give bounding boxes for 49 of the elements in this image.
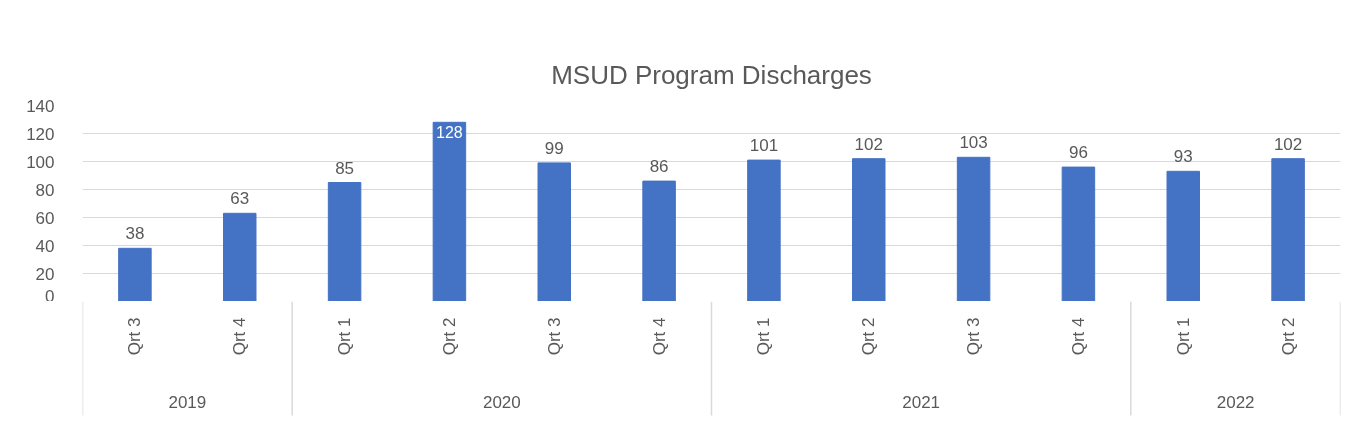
y-tick-label: 60 (35, 208, 55, 228)
bar (1166, 170, 1200, 301)
bar (852, 158, 886, 301)
bar (327, 182, 362, 301)
data-label: 96 (1068, 143, 1088, 163)
y-tick-label: 40 (35, 236, 55, 256)
x-tick-label: Qrt 3 (964, 317, 984, 356)
x-tick-label: Qrt 3 (544, 317, 564, 356)
y-tick-label: 120 (26, 124, 55, 144)
bar (432, 121, 467, 301)
x-tick-label: Qrt 4 (649, 317, 669, 356)
data-label: 128 (436, 124, 463, 142)
text: 2021 (902, 392, 941, 412)
bar (118, 247, 152, 301)
x-tick-label: Qrt 1 (1173, 317, 1193, 356)
text: 2019 (168, 392, 207, 412)
x-tick-label: Qrt 1 (335, 317, 355, 356)
data-label: 102 (1273, 134, 1303, 154)
x-tick-label: Qrt 2 (859, 317, 879, 356)
data-label: 85 (335, 158, 355, 178)
x-tick-label: Qrt 4 (230, 317, 250, 356)
data-label: 93 (1173, 147, 1193, 167)
text: 2020 (482, 392, 521, 412)
bar (1061, 166, 1096, 301)
data-label: 86 (649, 157, 669, 177)
y-tick-label: 0 (45, 286, 55, 306)
bar (642, 180, 676, 301)
y-tick-label: 100 (26, 152, 55, 172)
data-label: 103 (959, 133, 988, 153)
x-tick-label: Qrt 1 (754, 317, 774, 356)
text: 2022 (1216, 392, 1255, 412)
data-label: 38 (125, 224, 145, 244)
y-tick-label: 140 (26, 96, 55, 116)
bar (537, 162, 571, 301)
y-tick-label: 80 (35, 180, 55, 200)
x-tick-label: Qrt 4 (1068, 317, 1088, 356)
bar (1271, 158, 1305, 301)
bar (223, 212, 257, 301)
data-label: 63 (230, 189, 250, 209)
bar (747, 159, 781, 301)
bar (956, 156, 991, 301)
data-label: 101 (749, 136, 779, 156)
data-label: 99 (544, 138, 564, 158)
x-tick-label: Qrt 2 (439, 317, 459, 356)
y-tick-label: 20 (35, 264, 55, 284)
x-tick-label: Qrt 3 (125, 317, 145, 356)
data-label: 102 (854, 134, 883, 154)
chart-title: MSUD Program Discharges (551, 59, 872, 90)
x-tick-label: Qrt 2 (1278, 317, 1298, 356)
